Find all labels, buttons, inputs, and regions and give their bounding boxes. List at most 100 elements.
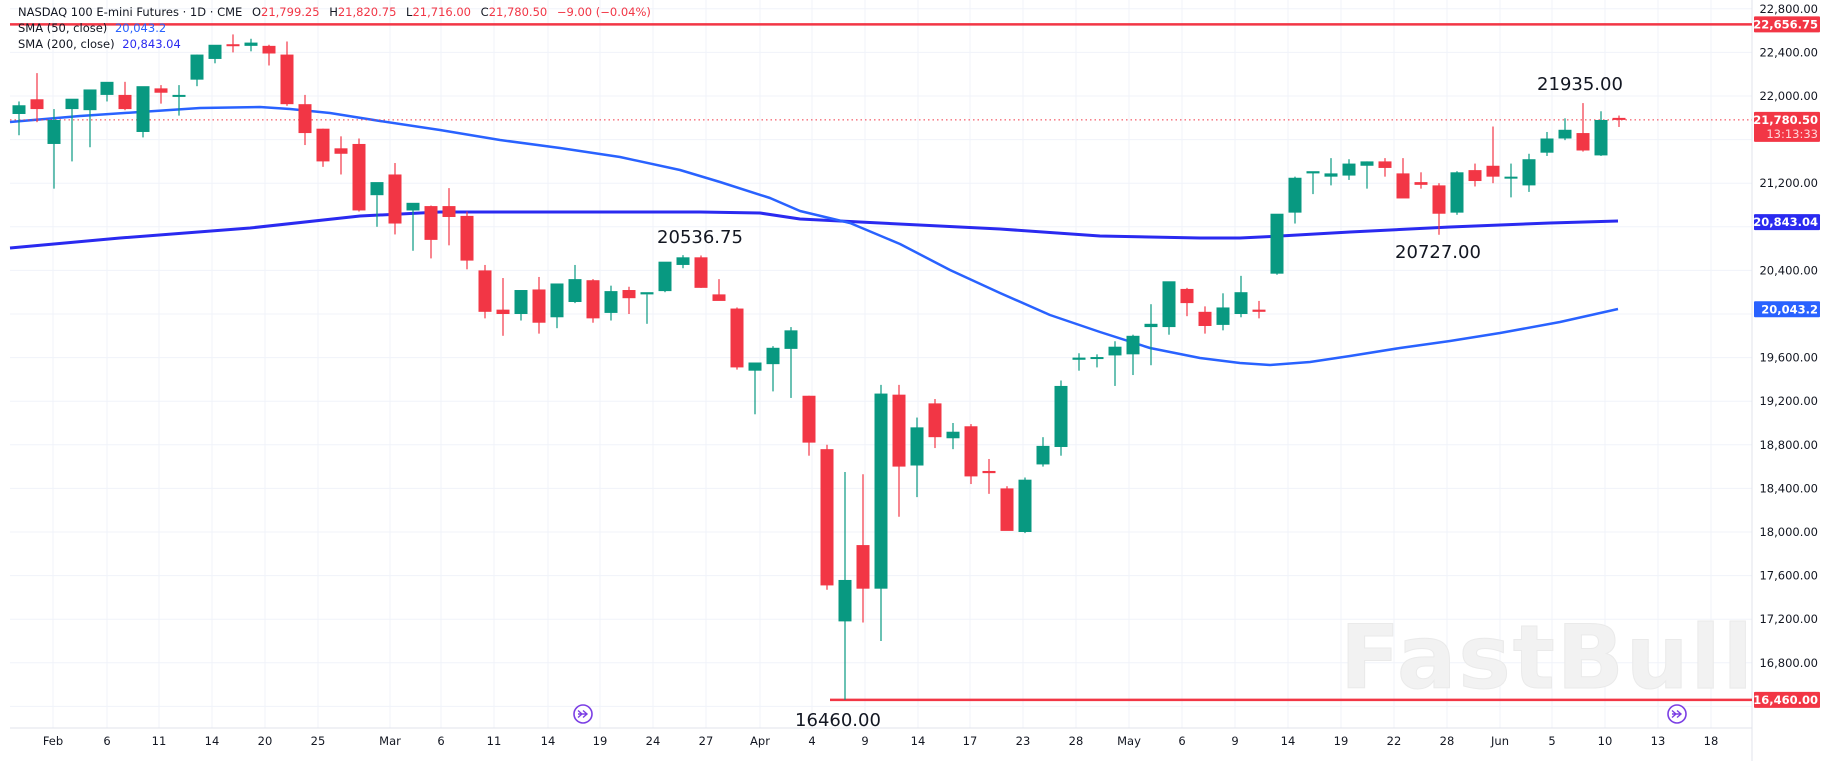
event-marker-icon[interactable]	[573, 704, 593, 724]
candle-body	[622, 290, 636, 299]
time-tick-label: 9	[1231, 734, 1238, 748]
time-tick-label: 28	[1440, 734, 1455, 748]
candle-body	[190, 54, 204, 80]
candle	[1486, 126, 1500, 184]
candle	[1036, 437, 1050, 467]
horizontal-lines[interactable]	[10, 23, 1752, 702]
candle	[982, 458, 996, 494]
candle-body	[964, 426, 978, 477]
candle	[766, 346, 780, 392]
candle	[1216, 293, 1230, 331]
price-badge[interactable]	[1754, 16, 1820, 33]
low-label: L	[406, 5, 413, 19]
time-tick-label: 22	[1387, 734, 1402, 748]
price-annotation: 20536.75	[657, 227, 743, 248]
candle	[442, 188, 456, 246]
candle	[154, 85, 168, 104]
price-annotation: 16460.00	[795, 710, 881, 731]
time-tick-label: 14	[541, 734, 556, 748]
candle	[748, 362, 762, 415]
change-value: −9.00 (−0.04%)	[556, 5, 651, 19]
event-markers[interactable]	[573, 704, 1687, 724]
price-badge[interactable]	[1754, 214, 1820, 231]
sma50-legend-row[interactable]: SMA (50, close) 20,043.2	[18, 20, 651, 36]
candle	[964, 424, 978, 485]
candle-body	[136, 86, 150, 132]
candle-body	[1270, 213, 1284, 274]
price-tick-label: 21,200.00	[1759, 176, 1818, 190]
candle	[802, 395, 816, 456]
candle-body	[100, 81, 114, 95]
symbol-title[interactable]: NASDAQ 100 E-mini Futures · 1D · CME	[18, 5, 243, 19]
candle-body	[928, 403, 942, 438]
time-tick-label: 11	[152, 734, 167, 748]
price-axis[interactable]: 22,800.00 22,400.00 22,000.00 21,200.00 20,4…	[1753, 2, 1820, 708]
candle	[118, 81, 132, 111]
candle-body	[550, 283, 564, 318]
candle	[1234, 275, 1248, 318]
candle-body	[154, 88, 168, 93]
candle	[1126, 334, 1140, 376]
sma50-label: SMA (50, close)	[18, 21, 108, 35]
candle-body	[12, 105, 26, 114]
time-tick-label: 18	[1704, 734, 1719, 748]
candle-body	[1180, 288, 1194, 304]
event-marker-icon[interactable]	[1667, 704, 1687, 724]
candle	[1558, 118, 1572, 141]
candle	[12, 101, 26, 136]
candle-body	[838, 579, 852, 622]
time-tick-label: 28	[1069, 734, 1084, 748]
candle-body	[1414, 182, 1428, 185]
time-tick-label: May	[1117, 734, 1141, 748]
candle-body	[766, 347, 780, 365]
open-label: O	[251, 5, 262, 19]
candle	[586, 279, 600, 323]
candle-body	[1522, 159, 1536, 186]
candle	[712, 279, 726, 301]
candle-body	[1126, 335, 1140, 355]
candle	[1072, 353, 1086, 371]
candle-body	[244, 42, 258, 46]
sma200-legend-row[interactable]: SMA (200, close) 20,843.04	[18, 36, 651, 52]
candle-body	[424, 206, 438, 240]
candle	[370, 182, 384, 227]
candle	[478, 264, 492, 319]
candle	[604, 285, 618, 321]
time-tick-label: Jun	[1490, 734, 1509, 748]
sma-200-path	[9, 210, 1619, 250]
candle	[946, 423, 960, 450]
candle	[1522, 153, 1536, 192]
price-badge-label: 16,460.00	[1753, 693, 1818, 707]
candle	[1378, 158, 1392, 177]
candle	[676, 255, 690, 269]
price-badge[interactable]	[1754, 691, 1820, 708]
price-badge-label: 20,843.04	[1753, 215, 1818, 229]
price-tick-label: 16,800.00	[1759, 656, 1818, 670]
price-badge[interactable]	[1754, 111, 1820, 142]
candle-body	[1036, 445, 1050, 465]
price-tick-label: 19,600.00	[1759, 351, 1818, 365]
candle-body	[604, 291, 618, 313]
price-annotation: 20727.00	[1395, 242, 1481, 263]
candle	[65, 98, 79, 162]
candle-body	[262, 45, 276, 54]
candle-body	[568, 279, 582, 303]
candle	[1018, 477, 1032, 534]
candle-body	[1576, 133, 1590, 151]
candle	[244, 38, 258, 52]
price-badge[interactable]	[1754, 301, 1820, 318]
candle	[838, 472, 852, 700]
time-tick-label: Apr	[750, 734, 770, 748]
symbol-row[interactable]: NASDAQ 100 E-mini Futures · 1D · CME O21…	[18, 4, 651, 20]
candle-body	[478, 270, 492, 312]
candle	[190, 54, 204, 87]
candle-body	[1504, 176, 1518, 179]
candle	[1396, 158, 1410, 199]
candle	[514, 290, 528, 321]
time-tick-label: 24	[646, 734, 661, 748]
candle-body	[334, 148, 348, 154]
time-axis[interactable]: Feb 6 11 14 20 25 Mar 6 11 14 19 24 27 Apr 4 9 14 17 23 28 M…	[43, 734, 1719, 748]
candle	[1180, 287, 1194, 317]
